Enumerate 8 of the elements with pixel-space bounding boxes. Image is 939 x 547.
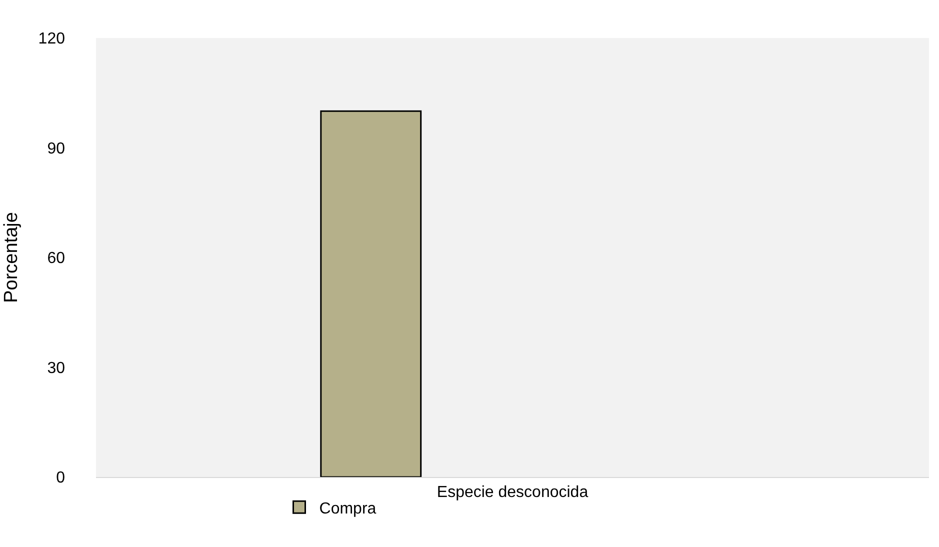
legend-label: Compra bbox=[319, 500, 376, 518]
y-tick-label: 0 bbox=[56, 470, 66, 487]
y-tick-label: 120 bbox=[38, 30, 66, 48]
y-tick-label: 30 bbox=[47, 360, 66, 377]
x-tick-label: Especie desconocida bbox=[436, 484, 588, 502]
y-tick-label: 60 bbox=[47, 250, 66, 268]
y-tick-label: 90 bbox=[47, 140, 66, 158]
y-axis-title: Porcentaje bbox=[1, 212, 22, 303]
